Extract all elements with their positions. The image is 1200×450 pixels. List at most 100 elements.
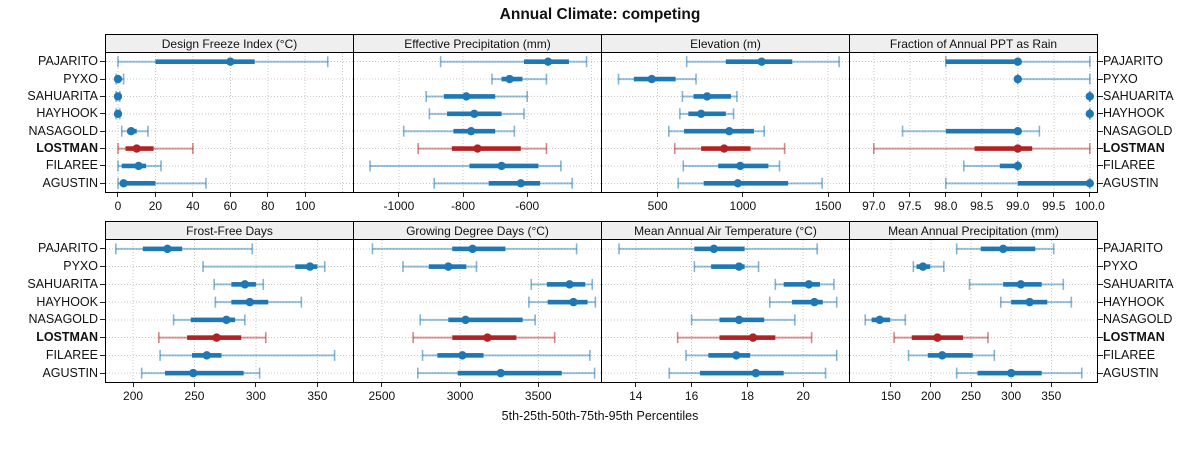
series-filaree	[117, 160, 162, 172]
y-tick-mark-left	[100, 182, 105, 184]
panel-strip-mean-annual-precipitation-mm: Mean Annual Precipitation (mm)	[849, 221, 1098, 240]
series-hayhook	[428, 108, 525, 120]
panel-canvas-design-freeze-index-c	[106, 53, 353, 192]
series-nasagold	[172, 314, 246, 326]
x-tick-label: 300	[1001, 389, 1022, 403]
x-tick-label: 60	[223, 199, 238, 213]
x-tick-mark	[657, 193, 659, 197]
x-tick-mark	[1017, 193, 1019, 197]
series-pyxo	[617, 73, 697, 85]
series-pyxo	[912, 261, 945, 273]
gridlines	[106, 240, 353, 382]
y-tick-mark-right	[1098, 354, 1103, 356]
x-tick-mark	[316, 383, 318, 387]
panel-strip-fraction-of-annual-ppt-as-rain: Fraction of Annual PPT as Rain	[849, 34, 1098, 53]
panel-canvas-frost-free-days	[106, 240, 353, 382]
y-tick-mark-left	[100, 165, 105, 167]
x-tick-mark	[802, 383, 804, 387]
x-tick-mark	[255, 383, 257, 387]
x-tick-mark	[462, 193, 464, 197]
x-tick-mark	[970, 383, 972, 387]
y-tick-mark-left	[100, 61, 105, 63]
series-pajarito	[439, 56, 588, 68]
station-label-right-agustin: AGUSTIN	[1103, 175, 1159, 190]
series-agustin	[677, 177, 823, 189]
series-agustin	[433, 177, 573, 189]
series-hayhook	[768, 296, 838, 308]
station-label-right-filaree: FILAREE	[1103, 158, 1156, 173]
panel-canvas-mean-annual-precipitation-mm	[850, 240, 1097, 382]
x-tick-mark	[117, 193, 119, 197]
x-tick-label: 200	[920, 389, 941, 403]
station-label-right-pyxo: PYXO	[1103, 259, 1138, 274]
panel-strip-mean-annual-air-temperature-c: Mean Annual Air Temperature (°C)	[601, 221, 850, 240]
x-tick-mark	[1053, 193, 1055, 197]
y-tick-mark-left	[100, 337, 105, 339]
series-pajarito	[685, 56, 840, 68]
series-agustin	[417, 367, 596, 379]
y-tick-mark-right	[1098, 148, 1103, 150]
series-hayhook	[528, 296, 597, 308]
series-agustin	[955, 367, 1083, 379]
x-tick-label: -600	[515, 199, 540, 213]
x-tick-mark	[132, 383, 134, 387]
x-tick-label: 350	[1041, 389, 1062, 403]
station-label-right-lostman: LOSTMAN	[1103, 330, 1165, 345]
series-lostman	[158, 332, 267, 344]
series-pajarito	[955, 243, 1055, 255]
station-label-right-lostman: LOSTMAN	[1103, 141, 1165, 156]
x-tick-label: 3500	[524, 389, 552, 403]
series-hayhook	[113, 108, 123, 120]
x-tick-mark	[192, 193, 194, 197]
series-agustin	[944, 177, 1094, 189]
y-tick-mark-right	[1098, 95, 1103, 97]
station-label-left-hayhook: HAYHOOK	[36, 294, 98, 309]
x-tick-label: 20	[796, 389, 810, 403]
y-tick-mark-right	[1098, 301, 1103, 303]
panel-strip-effective-precipitation-mm: Effective Precipitation (mm)	[353, 34, 602, 53]
series-hayhook	[999, 296, 1073, 308]
y-tick-mark-right	[1098, 78, 1103, 80]
series-lostman	[872, 143, 1091, 155]
gridlines	[602, 240, 849, 382]
gridlines	[354, 53, 601, 192]
panel-frost-free-days	[105, 239, 354, 383]
y-tick-mark-left	[100, 319, 105, 321]
y-tick-mark-left	[100, 130, 105, 132]
x-tick-label: -800	[451, 199, 476, 213]
x-tick-mark	[742, 193, 744, 197]
x-tick-label: 500	[647, 199, 668, 213]
y-tick-mark-right	[1098, 182, 1103, 184]
series-sahuarita	[1085, 90, 1094, 102]
series-sahuarita	[774, 278, 835, 290]
x-tick-mark	[537, 383, 539, 387]
y-tick-mark-left	[100, 148, 105, 150]
series-pajarito	[371, 243, 578, 255]
station-label-right-pajarito: PAJARITO	[1103, 54, 1163, 69]
series-agustin	[140, 367, 261, 379]
y-tick-mark-right	[1098, 248, 1103, 250]
y-tick-mark-right	[1098, 372, 1103, 374]
y-tick-mark-right	[1098, 113, 1103, 115]
panel-canvas-elevation-m	[602, 53, 849, 192]
y-tick-mark-left	[100, 248, 105, 250]
x-tick-label: 350	[307, 389, 328, 403]
series-filaree	[682, 160, 781, 172]
series-nasagold	[864, 314, 907, 326]
station-label-left-pyxo: PYXO	[63, 259, 98, 274]
series-lostman	[117, 143, 194, 155]
station-label-left-lostman: LOSTMAN	[36, 141, 98, 156]
series-sahuarita	[113, 90, 123, 102]
series-pajarito	[115, 243, 254, 255]
series-agustin	[117, 177, 207, 189]
series-sahuarita	[968, 278, 1065, 290]
x-tick-mark	[267, 193, 269, 197]
y-tick-mark-right	[1098, 337, 1103, 339]
station-label-left-agustin: AGUSTIN	[42, 175, 98, 190]
x-tick-label: 1500	[814, 199, 842, 213]
y-tick-mark-left	[100, 354, 105, 356]
x-tick-mark	[1010, 383, 1012, 387]
station-label-right-sahuarita: SAHUARITA	[1103, 276, 1174, 291]
x-tick-mark	[398, 193, 400, 197]
panel-fraction-of-annual-ppt-as-rain	[849, 52, 1098, 193]
